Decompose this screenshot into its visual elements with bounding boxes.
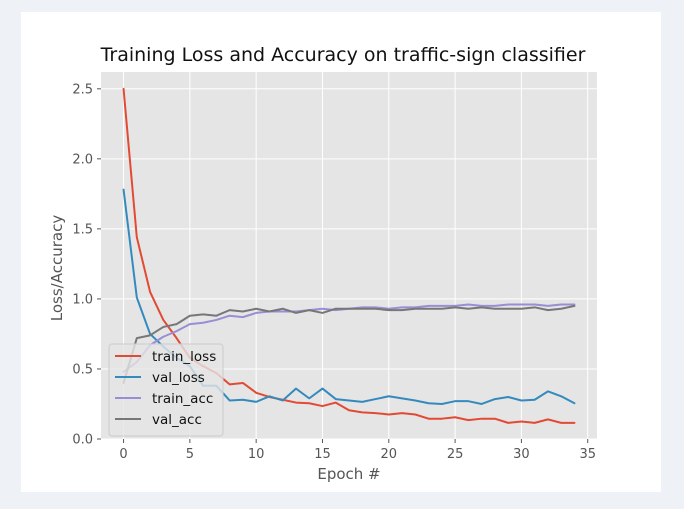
legend-label: val_acc <box>152 412 202 428</box>
x-axis-label: Epoch # <box>317 465 380 483</box>
x-tick-label: 10 <box>248 447 265 462</box>
legend: train_loss val_loss train_acc val_acc <box>108 343 224 437</box>
x-tick-label: 30 <box>513 447 530 462</box>
y-tick-label: 2.5 <box>72 82 93 97</box>
x-tick-label: 5 <box>186 447 194 462</box>
series-line-val-acc <box>122 304 576 384</box>
chart-card: Training Loss and Accuracy on traffic-si… <box>21 12 661 492</box>
x-tick-label: 15 <box>314 447 331 462</box>
y-tick-label: 1.5 <box>72 222 93 237</box>
x-tick-label: 0 <box>119 447 127 462</box>
y-tick-label: 1.0 <box>72 292 93 307</box>
y-tick-label: 2.0 <box>72 152 93 167</box>
chart-title: Training Loss and Accuracy on traffic-si… <box>100 44 586 66</box>
x-tick-label: 25 <box>447 447 464 462</box>
axis-ticks: 0 5 10 15 20 25 30 35 0.0 0.5 1.0 1.5 2.0 2.5 <box>72 82 596 462</box>
y-axis-label: Loss/Accuracy <box>48 215 66 322</box>
line-chart: Training Loss and Accuracy on traffic-si… <box>48 44 597 483</box>
y-tick-label: 0.0 <box>72 433 93 448</box>
grid-lines <box>101 72 597 440</box>
x-tick-label: 35 <box>579 447 596 462</box>
legend-label: train_acc <box>152 391 213 407</box>
legend-box <box>108 343 224 437</box>
legend-label: train_loss <box>152 349 216 365</box>
legend-label: val_loss <box>152 370 205 386</box>
x-tick-label: 20 <box>381 447 398 462</box>
y-tick-label: 0.5 <box>72 362 93 377</box>
